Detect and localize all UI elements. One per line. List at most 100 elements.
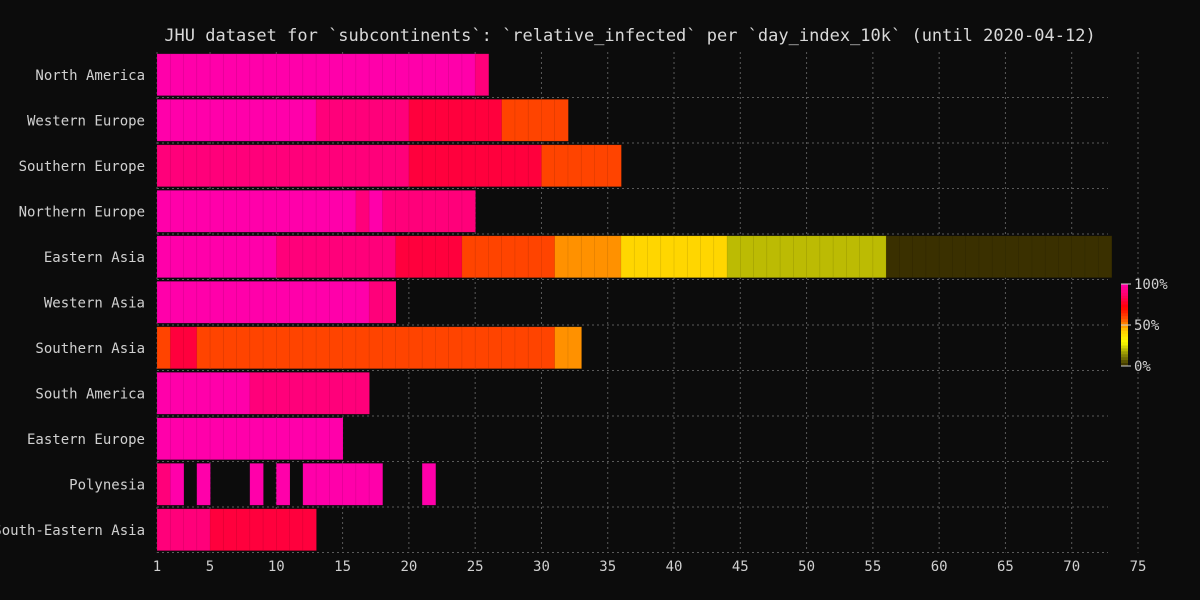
heatmap-cell [567,144,582,187]
heatmap-cell [382,99,397,142]
heatmap-cell [368,144,384,187]
colorbar-band [1121,363,1128,367]
heatmap-cell [527,235,543,278]
heatmap-cell [355,372,370,415]
heatmap-cell [806,235,821,278]
heatmap-cell [222,190,238,233]
heatmap-cell [249,53,264,96]
heatmap-cell [448,53,463,96]
heatmap-cell [169,99,185,142]
heatmap-cell [488,235,503,278]
heatmap-cells [156,53,1113,551]
heatmap-cell [222,53,238,96]
heatmap-cell [660,235,675,278]
heatmap-cell [262,372,278,415]
heatmap-cell [991,235,1007,278]
heatmap-cell [329,190,344,233]
heatmap-cell [395,190,410,233]
heatmap-cell [368,463,384,506]
heatmap-cell [276,99,291,142]
heatmap-cell [196,508,211,551]
heatmap-cell [315,372,331,415]
heatmap-cell [448,190,463,233]
heatmap-cell [276,326,291,369]
heatmap-cell [819,235,834,278]
heatmap-cell [514,99,529,142]
colorbar-band [1121,284,1128,288]
heatmap-cell [289,326,304,369]
x-tick-label: 15 [334,559,351,575]
heatmap-cell [421,235,437,278]
heatmap-cell [342,372,357,415]
heatmap-cell [315,326,331,369]
heatmap-cell [196,144,211,187]
heatmap-cell [196,99,211,142]
heatmap-cell [620,235,635,278]
heatmap-cell [885,235,901,278]
heatmap-cell [329,417,344,460]
heatmap-cell [474,53,490,96]
heatmap-cell [395,99,410,142]
heatmap-cell [156,99,171,142]
heatmap-cell [209,144,224,187]
heatmap-cell [169,53,185,96]
heatmap-cell [421,99,437,142]
heatmap-cell [183,99,198,142]
heatmap-cell [739,235,755,278]
heatmap-cell [169,235,185,278]
heatmap-cell [236,281,251,324]
colorbar-band [1121,295,1128,299]
heatmap-cell [673,235,688,278]
heatmap-cell [435,99,450,142]
heatmap-cell [514,144,529,187]
heatmap-cell [249,508,264,551]
heatmap-cell [435,190,450,233]
heatmap-cell [461,235,476,278]
x-tick-label: 20 [400,559,417,575]
heatmap-cell [793,235,808,278]
heatmap-cell [448,326,463,369]
heatmap-cell [183,235,198,278]
heatmap-cell [355,99,370,142]
heatmap-cell [249,144,264,187]
heatmap-cell [408,99,423,142]
heatmap-cell [368,326,384,369]
heatmap-cell [395,235,410,278]
heatmap-cell [355,463,370,506]
x-tick-label: 10 [268,559,285,575]
heatmap-cell [236,508,251,551]
colorbar-band [1121,351,1128,355]
heatmap-cell [262,508,278,551]
heatmap-cell [461,190,476,233]
heatmap-cell [368,235,384,278]
colorbar-band [1121,360,1128,364]
heatmap-cell [832,235,848,278]
heatmap-cell [222,417,238,460]
colorbar-band [1121,304,1128,308]
x-tick-label: 25 [467,559,484,575]
heatmap-cell [421,190,437,233]
heatmap-cell [249,463,264,506]
heatmap-cell [859,235,874,278]
heatmap-cell [196,190,211,233]
heatmap-cell [435,144,450,187]
colorbar-band [1121,307,1128,311]
colorbar-band [1121,342,1128,346]
heatmap-cell [686,235,702,278]
heatmap-cell [156,508,171,551]
heatmap-cell [329,53,344,96]
heatmap-cell [289,99,304,142]
heatmap-cell [382,190,397,233]
heatmap-cell [262,417,278,460]
heatmap-cell [647,235,662,278]
heatmap-cell [169,372,185,415]
heatmap-cell [209,99,224,142]
heatmap-cell [302,281,317,324]
heatmap-cell [527,144,543,187]
heatmap-cell [1018,235,1033,278]
heatmap-cell [1005,235,1020,278]
heatmap-cell [315,53,331,96]
heatmap-cell [209,508,224,551]
heatmap-cell [236,417,251,460]
